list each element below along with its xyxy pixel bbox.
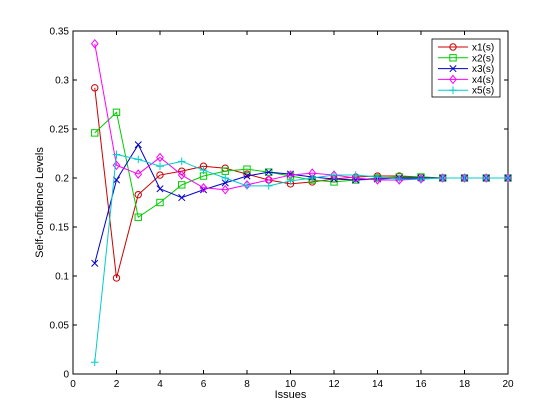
data-point [199, 182, 208, 193]
x-tick-label: 12 [328, 379, 340, 390]
data-point [504, 174, 512, 182]
data-point [395, 175, 404, 183]
data-point [264, 182, 273, 190]
x-axis-label: Issues [275, 389, 307, 401]
x-tick-label: 10 [285, 379, 297, 390]
data-point [308, 174, 317, 182]
legend-item: x5(s) [438, 86, 494, 97]
data-point [286, 177, 295, 185]
data-point [199, 166, 208, 174]
data-point [438, 173, 447, 183]
data-point [221, 184, 230, 195]
data-point [243, 165, 251, 173]
data-point [330, 171, 338, 179]
x-tick-label: 4 [157, 379, 163, 390]
data-point [221, 174, 230, 182]
x-tick-label: 16 [415, 379, 427, 390]
y-tick-label: 0 [63, 370, 69, 381]
data-point [177, 170, 186, 180]
data-point [460, 173, 469, 183]
y-tick-label: 0.15 [50, 223, 70, 234]
data-point [112, 160, 121, 171]
data-point [156, 198, 164, 207]
x-tick-label: 18 [459, 379, 471, 390]
y-tick-label: 0.2 [55, 174, 69, 185]
data-point [178, 167, 186, 175]
x-tick-label: 14 [372, 379, 384, 390]
legend-item: x1(s) [438, 43, 494, 54]
legend-marker [449, 54, 457, 62]
data-point [417, 174, 425, 184]
y-tick-label: 0.1 [55, 272, 69, 283]
data-point [156, 162, 164, 171]
data-point [243, 172, 251, 180]
legend: x1(s)x2(s)x3(s)x4(s)x5(s) [431, 38, 501, 98]
series-layer [90, 38, 512, 367]
x-tick-label: 8 [244, 379, 250, 390]
y-tick-label: 0.05 [50, 321, 70, 332]
data-point [351, 173, 360, 183]
x-tick-label: 0 [70, 379, 76, 390]
legend-marker [449, 86, 457, 94]
legend-marker [449, 65, 457, 73]
data-point [91, 259, 99, 267]
legend-label: x2(s) [472, 53, 494, 64]
data-point [330, 170, 338, 180]
data-point [460, 174, 469, 182]
y-tick-label: 0.3 [55, 76, 69, 87]
legend-label: x1(s) [472, 43, 494, 54]
legend-label: x5(s) [472, 86, 494, 97]
legend-item: x4(s) [438, 74, 494, 86]
data-point [243, 182, 251, 190]
data-point [112, 108, 121, 117]
data-point [482, 173, 491, 183]
data-point [91, 84, 99, 92]
series-x5(s) [90, 150, 512, 367]
data-point [221, 179, 229, 187]
data-point [156, 152, 164, 163]
data-point [482, 174, 491, 182]
y-tick-label: 0.35 [50, 27, 70, 38]
data-point [178, 194, 186, 202]
y-tick-label: 0.25 [50, 125, 70, 136]
data-point [134, 141, 142, 149]
data-point [243, 170, 251, 178]
data-point [91, 129, 99, 137]
data-point [112, 150, 121, 159]
data-point [265, 168, 273, 176]
data-point [134, 213, 142, 221]
x-tick-label: 2 [114, 379, 120, 390]
legend-label: x4(s) [472, 75, 494, 86]
x-tick-label: 20 [502, 379, 514, 390]
data-point [156, 171, 164, 179]
data-point [134, 169, 143, 179]
legend-item: x2(s) [438, 53, 494, 64]
data-point [177, 157, 186, 166]
legend-item: x3(s) [438, 64, 494, 75]
data-point [90, 358, 99, 367]
legend-marker [449, 74, 457, 85]
data-point [351, 171, 360, 179]
data-point [90, 38, 99, 49]
data-point [134, 190, 142, 199]
x-tick-label: 6 [201, 379, 207, 390]
data-point [178, 181, 186, 189]
legend-marker [449, 43, 457, 51]
data-point [373, 175, 382, 185]
data-point [112, 274, 121, 282]
data-point [156, 185, 164, 193]
data-point [134, 155, 143, 164]
data-point [438, 174, 447, 182]
legend-label: x3(s) [472, 64, 494, 75]
y-axis-label: Self-confidence Levels [34, 147, 46, 258]
data-point [373, 173, 382, 181]
legend-box [431, 38, 501, 98]
data-point [504, 173, 512, 183]
data-point [417, 175, 425, 183]
axis-ticks: 0 2 4 6 8 10 12 14 16 18 20 0 0.05 0.1 0.15 0.2 0.25 0.3 0… [50, 27, 514, 391]
